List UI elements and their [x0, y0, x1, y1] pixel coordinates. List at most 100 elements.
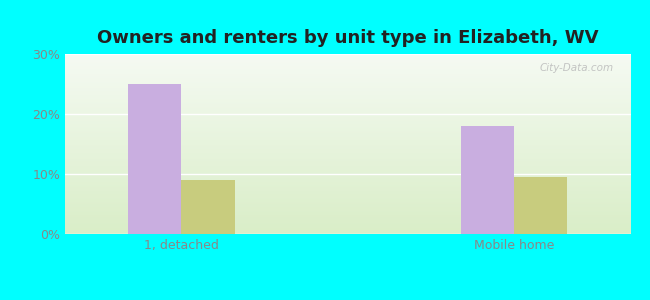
Bar — [65, 66, 630, 67]
Bar — [65, 233, 630, 234]
Bar — [65, 164, 630, 165]
Bar — [65, 92, 630, 93]
Bar — [65, 144, 630, 145]
Bar — [65, 67, 630, 68]
Bar — [65, 122, 630, 123]
Bar — [514, 177, 567, 234]
Bar — [65, 188, 630, 189]
Bar — [65, 216, 630, 217]
Bar — [65, 113, 630, 114]
Bar — [65, 154, 630, 155]
Bar — [65, 152, 630, 153]
Bar — [65, 157, 630, 158]
Bar — [65, 119, 630, 120]
Bar — [65, 166, 630, 167]
Bar — [65, 96, 630, 97]
Bar — [65, 91, 630, 92]
Title: Owners and renters by unit type in Elizabeth, WV: Owners and renters by unit type in Eliza… — [97, 29, 599, 47]
Bar — [65, 223, 630, 224]
Bar — [65, 213, 630, 214]
Bar — [65, 229, 630, 230]
Bar — [65, 150, 630, 151]
Bar — [65, 105, 630, 106]
Bar — [65, 59, 630, 60]
Bar — [65, 190, 630, 191]
Bar — [65, 182, 630, 183]
Bar — [65, 165, 630, 166]
Bar — [65, 89, 630, 90]
Bar — [65, 230, 630, 231]
Bar — [65, 196, 630, 197]
Bar — [65, 173, 630, 174]
Bar — [65, 219, 630, 220]
Bar — [65, 73, 630, 74]
Bar — [65, 114, 630, 115]
Bar — [65, 153, 630, 154]
Bar — [65, 220, 630, 221]
Bar — [65, 143, 630, 144]
Bar — [65, 218, 630, 219]
Bar — [65, 115, 630, 116]
Bar — [65, 132, 630, 133]
Bar — [65, 58, 630, 59]
Bar — [65, 174, 630, 175]
Bar — [65, 127, 630, 128]
Bar — [65, 140, 630, 141]
Bar — [65, 156, 630, 157]
Bar — [65, 149, 630, 150]
Bar — [65, 228, 630, 229]
Bar — [65, 106, 630, 107]
Bar — [65, 80, 630, 81]
Bar — [65, 221, 630, 222]
Bar — [65, 214, 630, 215]
Bar — [65, 184, 630, 185]
Bar — [65, 211, 630, 212]
Bar — [65, 193, 630, 194]
Bar — [65, 148, 630, 149]
Bar — [65, 55, 630, 56]
Bar — [65, 93, 630, 94]
Bar — [65, 159, 630, 160]
Bar — [65, 171, 630, 172]
Bar — [65, 85, 630, 86]
Bar — [65, 187, 630, 188]
Bar — [65, 170, 630, 171]
Bar — [65, 205, 630, 206]
Bar — [65, 199, 630, 200]
Bar — [65, 198, 630, 199]
Bar — [65, 194, 630, 195]
Bar — [65, 103, 630, 104]
Bar — [65, 208, 630, 209]
Bar — [65, 210, 630, 211]
Bar — [65, 128, 630, 129]
Bar — [65, 134, 630, 135]
Bar — [65, 172, 630, 173]
Bar — [65, 71, 630, 72]
Bar — [65, 110, 630, 111]
Bar — [65, 69, 630, 70]
Bar — [65, 177, 630, 178]
Bar — [65, 183, 630, 184]
Bar — [65, 130, 630, 131]
Bar — [65, 120, 630, 121]
Bar — [65, 87, 630, 88]
Bar — [65, 135, 630, 136]
Text: City-Data.com: City-Data.com — [540, 63, 614, 73]
Bar — [65, 178, 630, 179]
Bar — [65, 185, 630, 186]
Bar — [65, 56, 630, 57]
Bar — [65, 84, 630, 85]
Bar — [65, 98, 630, 99]
Bar — [65, 181, 630, 182]
Bar — [65, 141, 630, 142]
Bar — [65, 82, 630, 83]
Bar — [65, 217, 630, 218]
Bar — [65, 147, 630, 148]
Bar — [65, 191, 630, 192]
Bar — [65, 225, 630, 226]
Bar — [65, 81, 630, 82]
Bar — [65, 104, 630, 105]
Bar — [65, 137, 630, 138]
Bar — [65, 77, 630, 78]
Bar — [65, 88, 630, 89]
